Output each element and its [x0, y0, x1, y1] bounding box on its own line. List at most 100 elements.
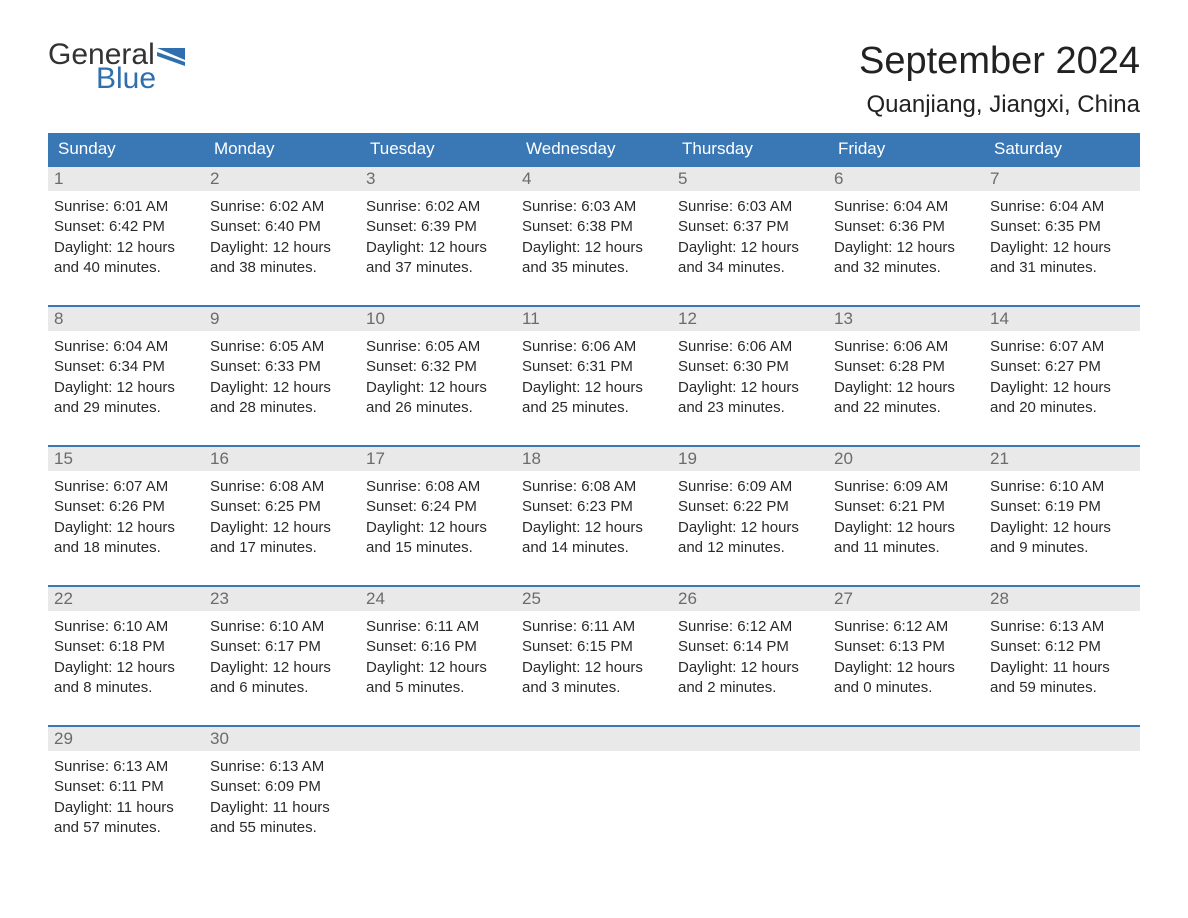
day-name: Friday	[828, 133, 984, 165]
daylight-text: and 38 minutes.	[210, 258, 352, 278]
day-number: 30	[204, 727, 360, 751]
day-number: 22	[48, 587, 204, 611]
sunset-text: Sunset: 6:19 PM	[990, 497, 1132, 517]
sunrise-text: Sunrise: 6:04 AM	[990, 197, 1132, 217]
calendar-cell: Sunrise: 6:13 AMSunset: 6:11 PMDaylight:…	[48, 751, 204, 847]
calendar-week: 1234567Sunrise: 6:01 AMSunset: 6:42 PMDa…	[48, 165, 1140, 287]
daylight-text: and 6 minutes.	[210, 678, 352, 698]
sunset-text: Sunset: 6:24 PM	[366, 497, 508, 517]
calendar-cell: Sunrise: 6:06 AMSunset: 6:30 PMDaylight:…	[672, 331, 828, 427]
calendar-cell: Sunrise: 6:02 AMSunset: 6:39 PMDaylight:…	[360, 191, 516, 287]
calendar-cell: Sunrise: 6:06 AMSunset: 6:28 PMDaylight:…	[828, 331, 984, 427]
sunset-text: Sunset: 6:12 PM	[990, 637, 1132, 657]
day-name: Saturday	[984, 133, 1140, 165]
day-name: Monday	[204, 133, 360, 165]
day-number: 3	[360, 167, 516, 191]
calendar-cell: Sunrise: 6:09 AMSunset: 6:21 PMDaylight:…	[828, 471, 984, 567]
location: Quanjiang, Jiangxi, China	[859, 91, 1140, 119]
day-number	[672, 727, 828, 751]
sunset-text: Sunset: 6:15 PM	[522, 637, 664, 657]
daylight-text: and 37 minutes.	[366, 258, 508, 278]
sunrise-text: Sunrise: 6:13 AM	[990, 617, 1132, 637]
sunrise-text: Sunrise: 6:06 AM	[522, 337, 664, 357]
sunset-text: Sunset: 6:39 PM	[366, 217, 508, 237]
calendar-cell: Sunrise: 6:10 AMSunset: 6:19 PMDaylight:…	[984, 471, 1140, 567]
sunrise-text: Sunrise: 6:02 AM	[210, 197, 352, 217]
calendar-cell: Sunrise: 6:04 AMSunset: 6:36 PMDaylight:…	[828, 191, 984, 287]
daylight-text: Daylight: 12 hours	[210, 238, 352, 258]
daylight-text: Daylight: 12 hours	[366, 378, 508, 398]
daylight-text: and 29 minutes.	[54, 398, 196, 418]
calendar-cell: Sunrise: 6:13 AMSunset: 6:09 PMDaylight:…	[204, 751, 360, 847]
daylight-text: Daylight: 12 hours	[990, 378, 1132, 398]
calendar-cell: Sunrise: 6:03 AMSunset: 6:38 PMDaylight:…	[516, 191, 672, 287]
sunset-text: Sunset: 6:30 PM	[678, 357, 820, 377]
day-number: 16	[204, 447, 360, 471]
sunrise-text: Sunrise: 6:09 AM	[834, 477, 976, 497]
sunrise-text: Sunrise: 6:02 AM	[366, 197, 508, 217]
sunset-text: Sunset: 6:27 PM	[990, 357, 1132, 377]
day-number: 28	[984, 587, 1140, 611]
day-number	[516, 727, 672, 751]
day-number: 29	[48, 727, 204, 751]
sunrise-text: Sunrise: 6:07 AM	[54, 477, 196, 497]
daylight-text: Daylight: 12 hours	[54, 658, 196, 678]
daynum-row: 891011121314	[48, 307, 1140, 331]
daylight-text: Daylight: 12 hours	[366, 238, 508, 258]
sunrise-text: Sunrise: 6:03 AM	[678, 197, 820, 217]
daylight-text: Daylight: 12 hours	[522, 658, 664, 678]
day-number: 10	[360, 307, 516, 331]
daylight-text: Daylight: 12 hours	[210, 518, 352, 538]
calendar-cell: Sunrise: 6:08 AMSunset: 6:23 PMDaylight:…	[516, 471, 672, 567]
calendar-cell: Sunrise: 6:04 AMSunset: 6:34 PMDaylight:…	[48, 331, 204, 427]
calendar-cell	[672, 751, 828, 847]
calendar-cell: Sunrise: 6:12 AMSunset: 6:14 PMDaylight:…	[672, 611, 828, 707]
daylight-text: Daylight: 12 hours	[366, 518, 508, 538]
sunset-text: Sunset: 6:28 PM	[834, 357, 976, 377]
calendar-cell	[828, 751, 984, 847]
daylight-text: and 40 minutes.	[54, 258, 196, 278]
day-number: 5	[672, 167, 828, 191]
day-name: Sunday	[48, 133, 204, 165]
day-number	[360, 727, 516, 751]
sunset-text: Sunset: 6:21 PM	[834, 497, 976, 517]
calendar-cell: Sunrise: 6:07 AMSunset: 6:27 PMDaylight:…	[984, 331, 1140, 427]
sunset-text: Sunset: 6:16 PM	[366, 637, 508, 657]
sunrise-text: Sunrise: 6:03 AM	[522, 197, 664, 217]
calendar-cell: Sunrise: 6:05 AMSunset: 6:33 PMDaylight:…	[204, 331, 360, 427]
daylight-text: Daylight: 12 hours	[678, 378, 820, 398]
sunset-text: Sunset: 6:31 PM	[522, 357, 664, 377]
calendar-week: 22232425262728Sunrise: 6:10 AMSunset: 6:…	[48, 585, 1140, 707]
day-number: 24	[360, 587, 516, 611]
sunrise-text: Sunrise: 6:04 AM	[834, 197, 976, 217]
calendar-cell	[984, 751, 1140, 847]
daylight-text: and 0 minutes.	[834, 678, 976, 698]
sunset-text: Sunset: 6:17 PM	[210, 637, 352, 657]
month-title: September 2024	[859, 40, 1140, 83]
daylight-text: Daylight: 12 hours	[834, 658, 976, 678]
calendar-week: 2930Sunrise: 6:13 AMSunset: 6:11 PMDayli…	[48, 725, 1140, 847]
sunset-text: Sunset: 6:26 PM	[54, 497, 196, 517]
day-name: Tuesday	[360, 133, 516, 165]
day-number: 18	[516, 447, 672, 471]
calendar-cell: Sunrise: 6:02 AMSunset: 6:40 PMDaylight:…	[204, 191, 360, 287]
day-number: 11	[516, 307, 672, 331]
daylight-text: Daylight: 12 hours	[678, 518, 820, 538]
daylight-text: Daylight: 12 hours	[678, 238, 820, 258]
calendar-cell: Sunrise: 6:08 AMSunset: 6:25 PMDaylight:…	[204, 471, 360, 567]
daylight-text: and 55 minutes.	[210, 818, 352, 838]
sunrise-text: Sunrise: 6:12 AM	[678, 617, 820, 637]
daylight-text: Daylight: 11 hours	[210, 798, 352, 818]
calendar-cell: Sunrise: 6:11 AMSunset: 6:16 PMDaylight:…	[360, 611, 516, 707]
day-number: 26	[672, 587, 828, 611]
daynum-row: 15161718192021	[48, 447, 1140, 471]
calendar-cell: Sunrise: 6:01 AMSunset: 6:42 PMDaylight:…	[48, 191, 204, 287]
day-number: 15	[48, 447, 204, 471]
sunset-text: Sunset: 6:35 PM	[990, 217, 1132, 237]
daylight-text: Daylight: 12 hours	[522, 238, 664, 258]
day-number: 13	[828, 307, 984, 331]
logo-text-blue: Blue	[96, 64, 185, 94]
calendar-cell: Sunrise: 6:04 AMSunset: 6:35 PMDaylight:…	[984, 191, 1140, 287]
day-number: 7	[984, 167, 1140, 191]
daylight-text: and 28 minutes.	[210, 398, 352, 418]
